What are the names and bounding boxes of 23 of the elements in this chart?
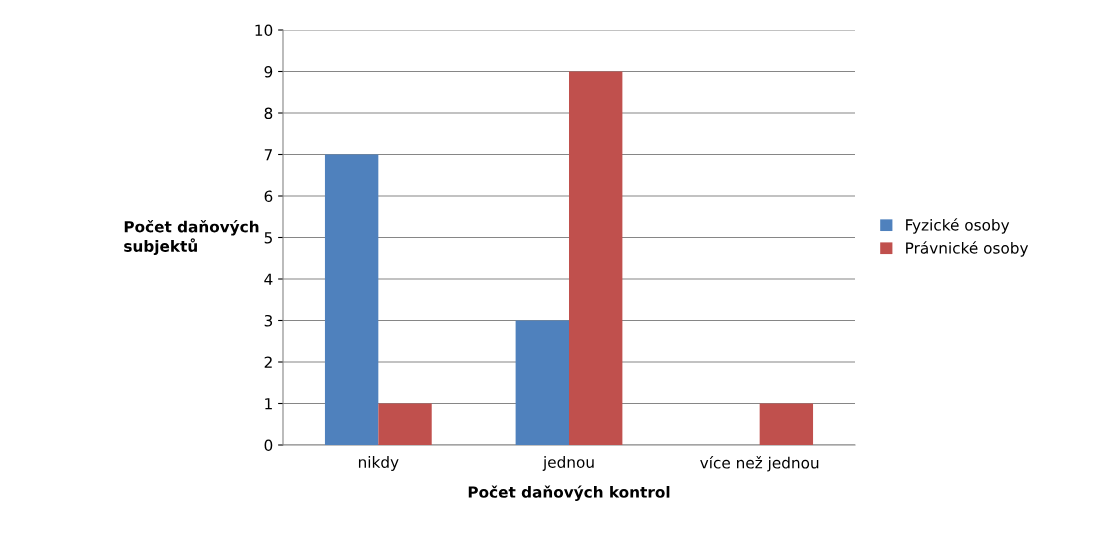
y-axis-title: Počet daňových subjektů [124, 220, 259, 255]
y-tick-label: 7 [264, 149, 272, 161]
y-tick-label: 2 [264, 356, 272, 368]
y-tick-label: 4 [264, 273, 273, 285]
x-tick-label: nikdy [358, 456, 399, 471]
y-tick-label: 3 [264, 314, 273, 327]
bar [515, 320, 569, 445]
bar [759, 403, 814, 445]
y-tick-label: 5 [264, 232, 272, 244]
y-tick-label: 8 [264, 107, 273, 120]
y-tick-label: 1 [265, 398, 272, 410]
y-tick-label: 9 [264, 65, 273, 78]
x-axis-title: Počet daňových kontrol [468, 485, 670, 501]
y-tick-label: 0 [264, 439, 273, 452]
x-tick-label: více než jednou [700, 456, 819, 472]
bar [378, 403, 432, 445]
bar [324, 154, 379, 445]
legend-label: Fyzické osoby [906, 218, 1010, 234]
x-tick-label: jednou [542, 456, 594, 471]
y-tick-label: 10 [255, 24, 273, 37]
bar [569, 71, 623, 445]
y-tick-label: 6 [264, 190, 273, 203]
legend-label: Právnické osoby [906, 241, 1029, 257]
